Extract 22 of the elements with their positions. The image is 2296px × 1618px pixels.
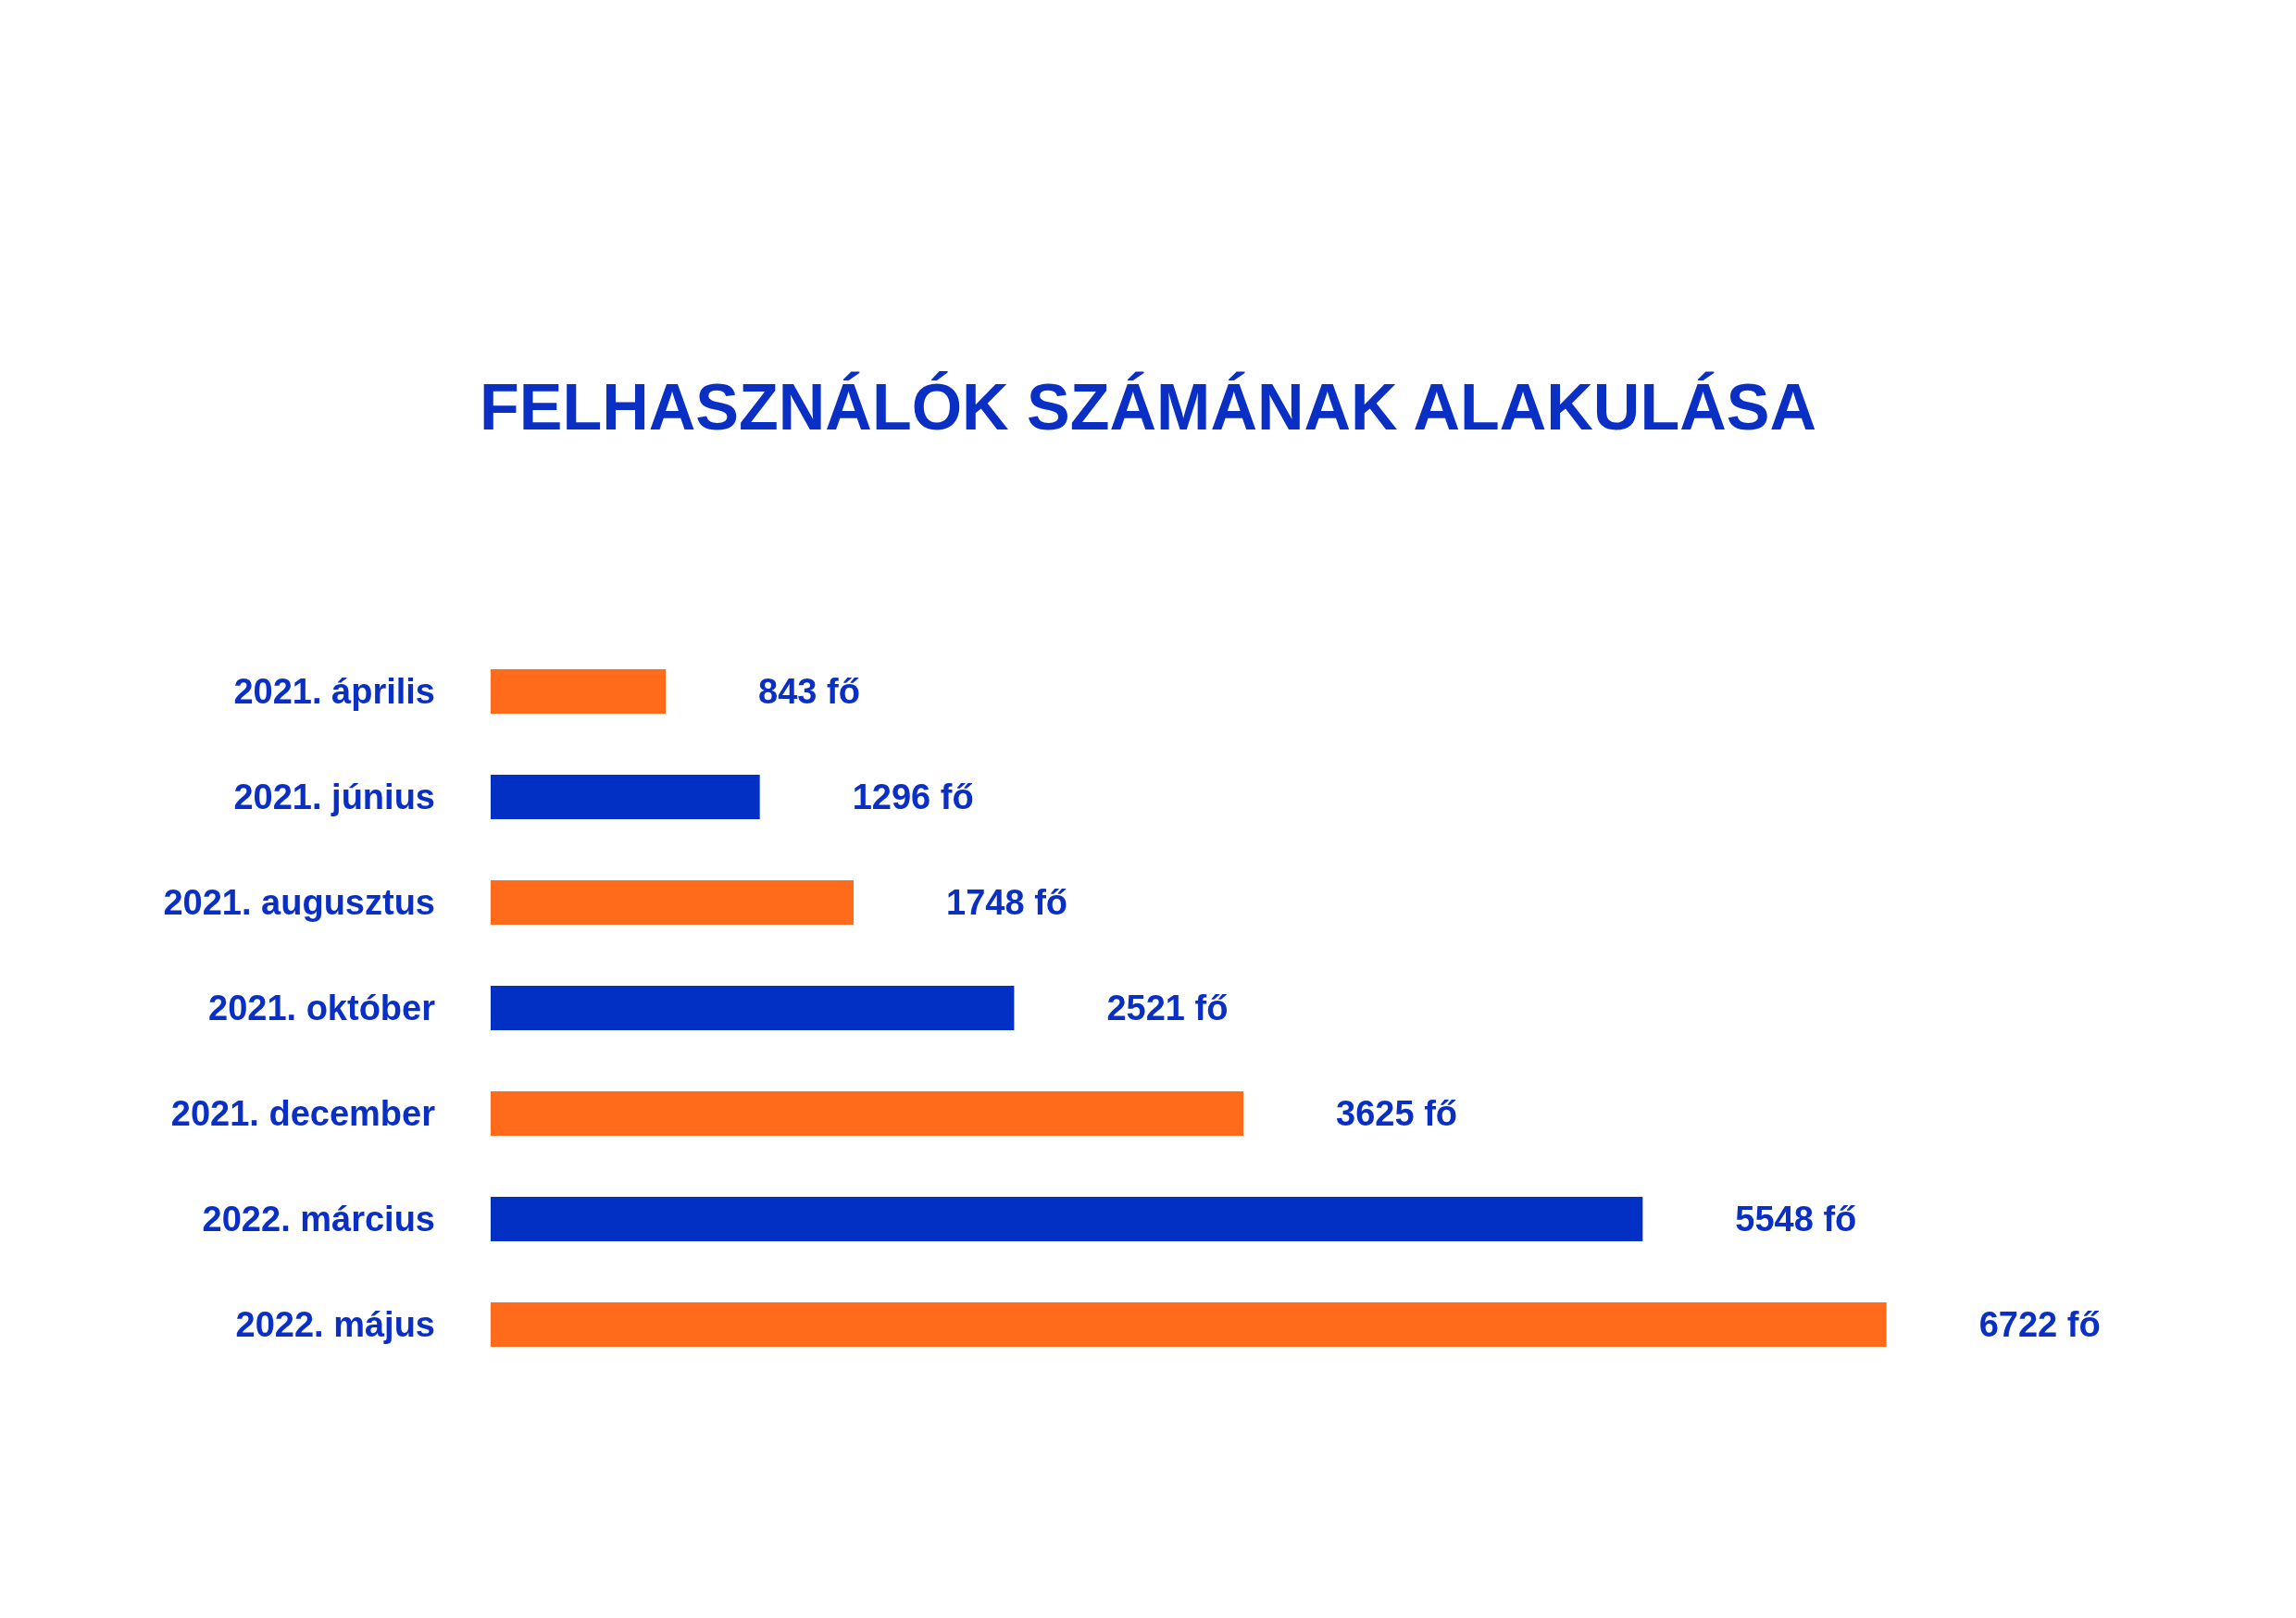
- y-tick-label: 2021. április: [233, 672, 435, 711]
- data-label: 3625 fő: [1336, 1094, 1457, 1133]
- y-tick-label: 2021. augusztus: [163, 883, 435, 922]
- y-tick-label: 2022. május: [235, 1305, 435, 1344]
- bar: [491, 1091, 1244, 1136]
- bar: [491, 986, 1015, 1030]
- data-label: 5548 fő: [1735, 1200, 1857, 1238]
- chart-title: FELHASZNÁLÓK SZÁMÁNAK ALAKULÁSA: [480, 371, 1816, 443]
- data-label: 1296 fő: [852, 778, 974, 816]
- data-label: 6722 fő: [1978, 1305, 2101, 1344]
- y-tick-label: 2021. december: [170, 1094, 436, 1133]
- bar: [491, 669, 667, 714]
- data-label: 843 fő: [758, 672, 860, 711]
- y-tick-label: 2021. október: [208, 989, 436, 1027]
- bar: [491, 775, 760, 819]
- data-label: 2521 fő: [1106, 989, 1229, 1027]
- data-label: 1748 fő: [946, 883, 1068, 922]
- bar: [491, 1302, 1887, 1347]
- y-tick-label: 2021. június: [233, 778, 435, 816]
- y-tick-label: 2022. március: [202, 1200, 435, 1238]
- bar: [491, 1197, 1643, 1241]
- bar: [491, 880, 855, 925]
